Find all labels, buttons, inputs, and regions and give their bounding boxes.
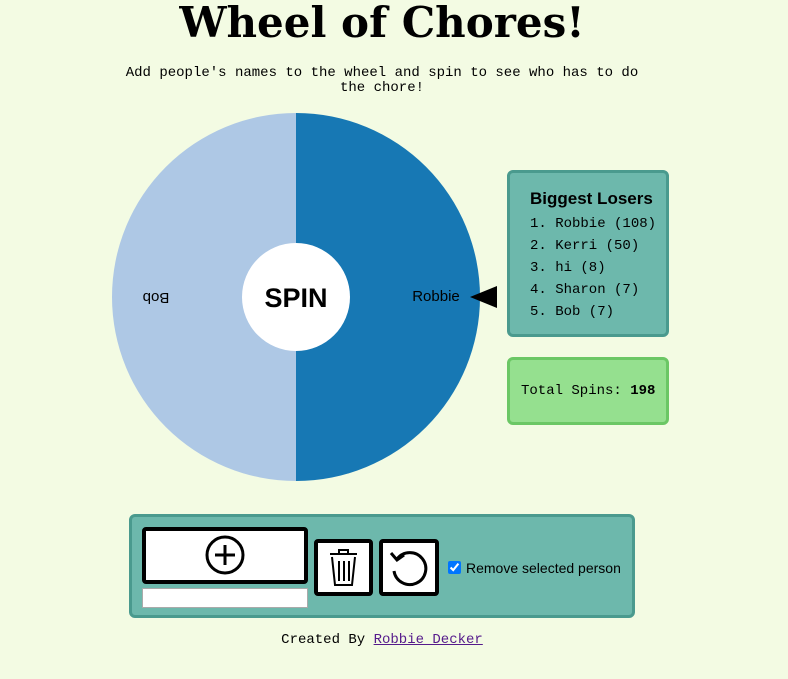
leaderboard-entry: 1. Robbie (108) <box>530 216 657 232</box>
leaderboard-list: 1. Robbie (108) 2. Kerri (50) 3. hi (8) 4. … <box>530 213 666 323</box>
leaderboard-entry: 3. hi (8) <box>530 260 606 276</box>
delete-button[interactable] <box>314 539 373 596</box>
leaderboard-entry: 5. Bob (7) <box>530 304 615 320</box>
leaderboard-title: Biggest Losers <box>530 189 653 208</box>
title: Wheel of Chores! <box>179 0 585 47</box>
subtitle: Add people's names to the wheel and spin… <box>125 65 639 96</box>
segment-label: Robbie <box>412 288 460 305</box>
reset-icon <box>389 551 428 587</box>
segment-label: Bob <box>143 289 170 306</box>
spin-label[interactable]: SPIN <box>264 283 327 313</box>
add-button[interactable] <box>142 527 308 584</box>
wheel-segment <box>112 113 296 481</box>
trash-icon <box>330 549 357 586</box>
total-spins: Total Spins: 198 <box>507 357 669 425</box>
leaderboard-entry: 2. Kerri (50) <box>530 238 640 254</box>
remove-checkbox[interactable] <box>448 561 461 574</box>
checkbox-label: Remove selected person <box>466 560 621 576</box>
name-input[interactable] <box>142 588 308 608</box>
footer: Created By Robbie Decker <box>0 632 764 648</box>
wheel-segment <box>296 113 480 481</box>
reset-button[interactable] <box>379 539 439 596</box>
total-value: 198 <box>630 383 656 399</box>
leaderboard-entry: 4. Sharon (7) <box>530 282 640 298</box>
spin-button[interactable] <box>242 243 350 351</box>
controls: Remove selected person <box>129 514 635 618</box>
pointer <box>470 286 497 308</box>
add-icon <box>205 535 245 575</box>
wheel[interactable]: Bob Robbie SPIN <box>0 100 500 500</box>
leaderboard: Biggest Losers 1. Robbie (108) 2. Kerri (… <box>507 170 669 337</box>
footer-text: Created By <box>281 632 366 648</box>
author-link[interactable]: Robbie Decker <box>373 632 483 648</box>
total-label: Total Spins: <box>521 383 622 399</box>
